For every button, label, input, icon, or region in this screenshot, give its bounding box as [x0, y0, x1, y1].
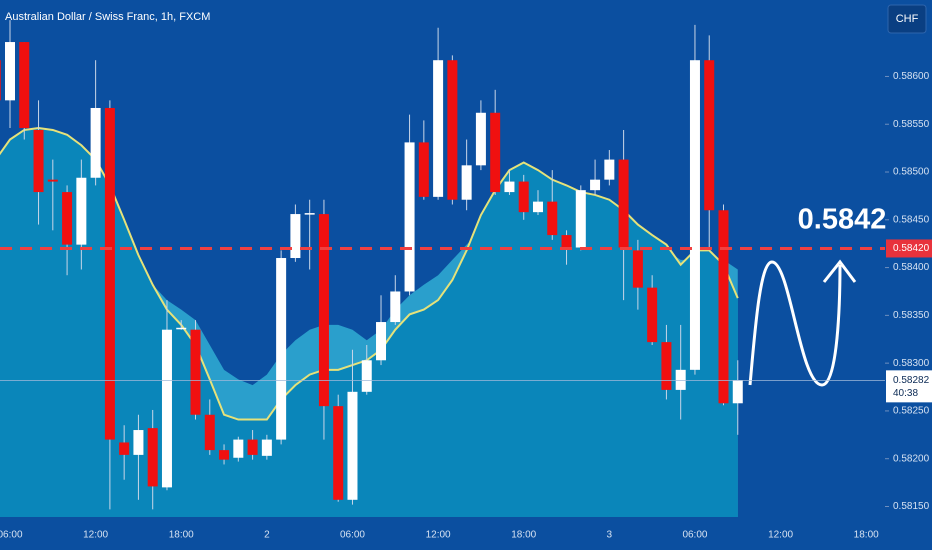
candle-body [247, 439, 258, 455]
candle-body [19, 42, 30, 129]
y-tick-label: 0.58550 [893, 119, 930, 130]
currency-button[interactable] [887, 4, 927, 34]
candle-body [204, 414, 215, 451]
candle-body [532, 201, 543, 213]
candle-body [433, 60, 444, 197]
candle-body [33, 129, 44, 193]
y-tick-label: 0.58300 [893, 358, 930, 369]
candle-body [5, 42, 15, 101]
last-price-box [886, 370, 932, 403]
y-tick-label: 0.58350 [893, 310, 930, 321]
x-tick-label: 12:00 [83, 530, 108, 541]
candle-body [219, 450, 230, 460]
candle-body [0, 60, 1, 101]
candle-body [475, 112, 486, 166]
countdown: 40:38 [893, 388, 918, 399]
x-tick-label: 18:00 [854, 530, 879, 541]
candle-body [561, 235, 572, 248]
x-tick-label: 3 [607, 530, 613, 541]
candle-body [361, 360, 372, 392]
candle-body [276, 258, 287, 440]
candle-body [704, 60, 715, 211]
x-tick-label: 06:00 [682, 530, 707, 541]
x-tick-label: 12:00 [768, 530, 793, 541]
candle-body [376, 322, 387, 361]
candle-body [418, 142, 429, 197]
candle-body [618, 159, 629, 248]
candle-body [732, 380, 743, 404]
resistance-label: 0.58420 [893, 243, 930, 254]
candle-body [447, 60, 458, 200]
candle-body [547, 201, 558, 236]
candle-body [590, 179, 601, 191]
candle-body [47, 179, 58, 182]
candle-body [119, 442, 130, 455]
x-tick-label: 06:00 [0, 530, 23, 541]
candle-body [689, 60, 700, 370]
currency-button-label[interactable]: CHF [896, 13, 919, 25]
candle-body [661, 342, 672, 390]
annotation: 0.5842 [798, 204, 887, 236]
x-tick-label: 18:00 [169, 530, 194, 541]
candle-body [233, 439, 244, 458]
y-tick-label: 0.58400 [893, 262, 930, 273]
y-tick-label: 0.58500 [893, 167, 930, 178]
candle-body [133, 430, 144, 455]
x-tick-label: 18:00 [511, 530, 536, 541]
y-tick-label: 0.58250 [893, 406, 930, 417]
candle-body [390, 291, 401, 323]
candle-body [76, 177, 87, 245]
candle-body [404, 142, 415, 292]
candle-body [304, 213, 315, 215]
candle-body [675, 369, 686, 390]
y-tick-label: 0.58450 [893, 214, 930, 225]
candle-body [176, 327, 187, 330]
candle-body [575, 190, 586, 248]
candle-body [347, 391, 358, 500]
candle-body [290, 214, 301, 259]
candle-body [490, 112, 501, 193]
drawn-arrow-head [822, 259, 857, 283]
y-tick-label: 0.58150 [893, 501, 930, 512]
candle-body [90, 107, 101, 178]
chart-title: Australian Dollar / Swiss Franc, 1h, FXC… [5, 11, 210, 23]
candle-body [261, 439, 272, 456]
x-tick-label: 12:00 [426, 530, 451, 541]
candle-body [461, 165, 472, 200]
y-tick-label: 0.58600 [893, 71, 930, 82]
drawn-wave [748, 260, 842, 387]
candle-body [161, 329, 172, 488]
candle-body [318, 214, 329, 407]
candle-body [518, 181, 529, 213]
x-tick-label: 06:00 [340, 530, 365, 541]
candle-body [333, 406, 344, 500]
resistance-label-box [886, 239, 932, 258]
candle-body [604, 159, 615, 180]
candle-body [632, 250, 643, 288]
candle-body [147, 428, 158, 487]
last-price-label: 0.58282 [893, 375, 930, 386]
y-tick-label: 0.58200 [893, 453, 930, 464]
candle-body [647, 287, 658, 343]
x-tick-label: 2 [264, 530, 270, 541]
plot-area [0, 20, 743, 517]
candle-body [62, 192, 73, 245]
candle-body [718, 210, 729, 404]
candle-body [190, 329, 201, 415]
candle-body [504, 181, 515, 193]
candle-body [104, 107, 115, 440]
